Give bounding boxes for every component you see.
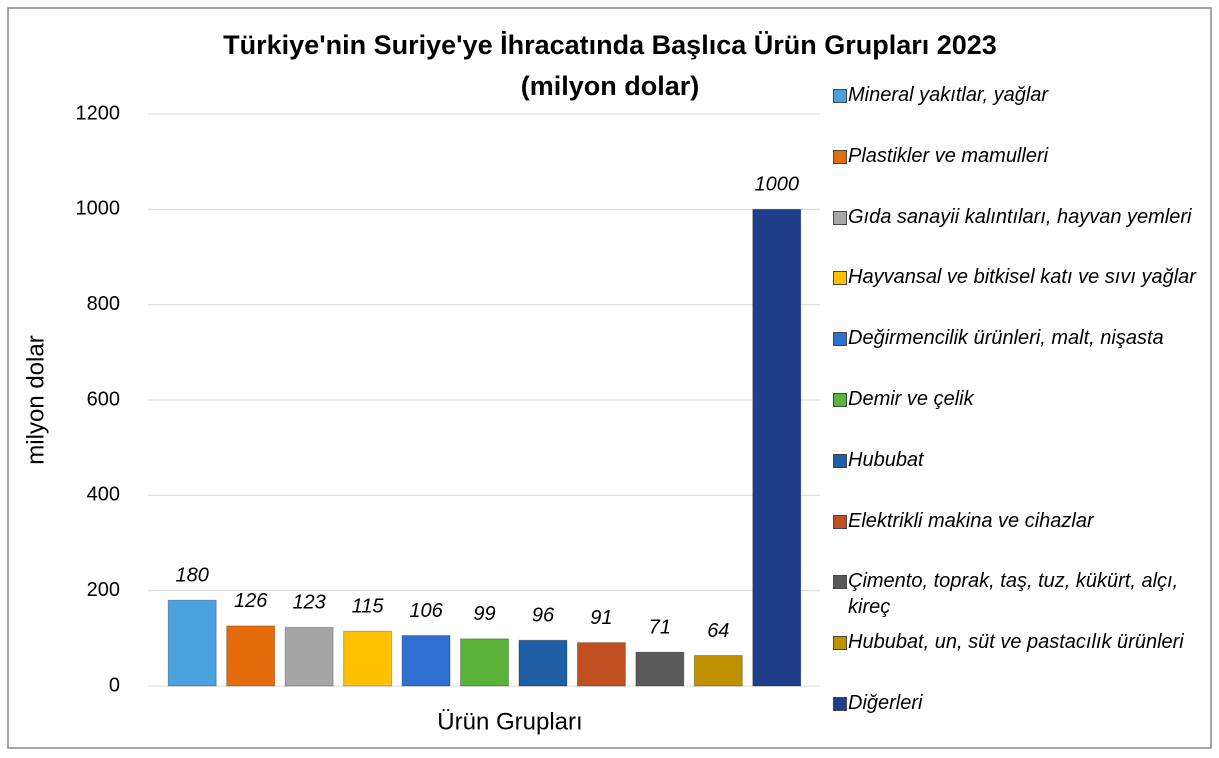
legend-label: Hububat, un, süt ve pastacılık ürünleri: [848, 631, 1184, 654]
data-label: 99: [473, 603, 495, 625]
data-label: 126: [234, 590, 268, 612]
chart-subtitle: (milyon dolar): [521, 71, 700, 101]
data-label: 180: [176, 564, 209, 586]
legend-label: Hayvansal ve bitkisel katı ve sıvı yağla…: [848, 266, 1196, 289]
bar: [284, 626, 334, 687]
legend-label: Demir ve çelik: [848, 388, 974, 410]
y-tick-label: 400: [87, 484, 120, 506]
x-axis-label: Ürün Grupları: [437, 708, 582, 735]
bar: [635, 651, 685, 687]
y-tick-label: 800: [87, 293, 120, 315]
bar: [167, 599, 217, 687]
legend-swatch: [833, 636, 847, 651]
chart-title: Türkiye'nin Suriye'ye İhracatında Başlıc…: [223, 30, 997, 60]
data-label: 1000: [755, 174, 800, 196]
bar: [576, 642, 626, 687]
bar: [343, 630, 393, 687]
bar: [693, 654, 743, 687]
legend-label: Gıda sanayii kalıntıları, hayvan yemleri: [848, 205, 1192, 228]
bar: [401, 634, 451, 687]
data-label: 115: [352, 595, 385, 617]
data-label: 123: [292, 592, 325, 614]
legend-label: Hububat: [848, 448, 924, 471]
legend-swatch: [833, 271, 847, 286]
legend-swatch: [833, 393, 847, 407]
legend-label: Diğerleri: [848, 692, 923, 714]
legend-label: Plastikler ve mamulleri: [848, 144, 1049, 167]
data-label: 64: [707, 620, 729, 642]
legend-swatch: [833, 210, 847, 225]
y-tick-label: 1200: [76, 102, 121, 124]
legend-swatch: [833, 453, 847, 468]
legend-swatch: [833, 89, 847, 103]
bar: [518, 639, 568, 687]
bar: [460, 638, 509, 687]
legend-swatch: [833, 149, 847, 164]
data-label: 91: [590, 607, 612, 629]
legend-swatch: [833, 514, 847, 529]
legend-swatch: [833, 575, 847, 590]
legend-swatch: [833, 332, 847, 347]
data-label: 71: [649, 616, 671, 638]
y-tick-label: 600: [87, 388, 120, 410]
legend-label: Çimento, toprak, taş, tuz, kükürt, alçı,…: [848, 570, 1179, 619]
legend-label: Elektrikli makina ve cihazlar: [848, 509, 1094, 532]
data-label: 96: [532, 605, 555, 627]
legend-swatch: [833, 697, 847, 711]
y-tick-label: 200: [87, 579, 120, 601]
bar: [752, 208, 802, 687]
data-label: 106: [409, 600, 443, 622]
y-axis-label: milyon dolar: [22, 335, 49, 464]
legend-label: Değirmencilik ürünleri, malt, nişasta: [848, 327, 1164, 350]
bar: [226, 625, 276, 687]
legend-label: Mineral yakıtlar, yağlar: [848, 84, 1049, 106]
y-tick-label: 0: [109, 674, 120, 696]
y-tick-label: 1000: [76, 198, 121, 220]
